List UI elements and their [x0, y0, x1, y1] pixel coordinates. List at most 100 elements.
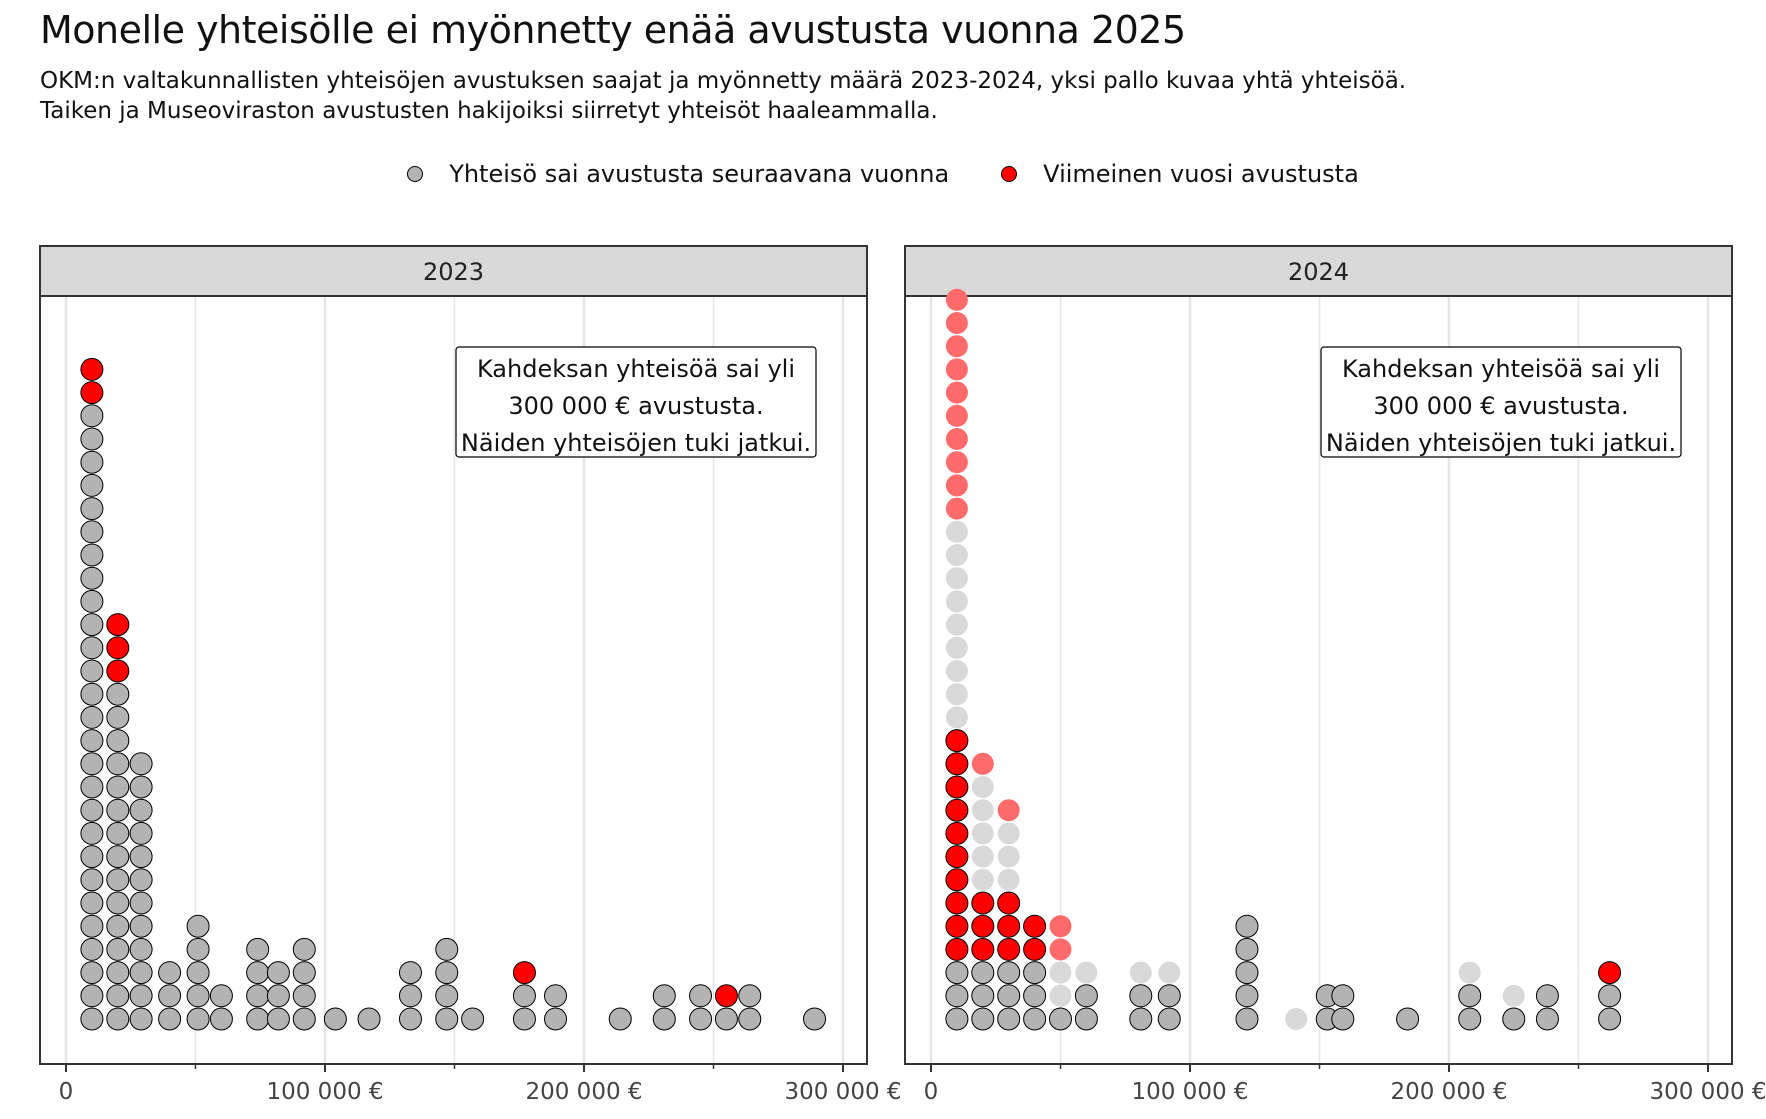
dot: [80, 705, 104, 729]
dot: [1502, 984, 1525, 1007]
annotation-text: Näiden yhteisöjen tuki jatkui.: [1326, 429, 1676, 457]
dot: [246, 1007, 270, 1031]
dot: [945, 590, 968, 613]
annotation-box: [1320, 346, 1682, 458]
dot: [997, 937, 1021, 961]
dot: [80, 473, 104, 497]
subtitle-line-2: Taiken ja Museoviraston avustusten hakij…: [40, 98, 938, 124]
dot: [1023, 984, 1047, 1008]
dot: [608, 1007, 632, 1031]
dot: [689, 1007, 713, 1031]
dot: [106, 682, 130, 706]
dot: [1502, 1007, 1526, 1031]
x-tick-label: 0: [924, 1079, 939, 1105]
dot: [246, 937, 270, 961]
dot: [945, 775, 969, 799]
dot: [1535, 984, 1559, 1008]
dot: [292, 1007, 316, 1031]
dot: [129, 914, 153, 938]
dot: [158, 1007, 182, 1031]
dot: [945, 914, 969, 938]
dot: [158, 984, 182, 1008]
dot: [80, 752, 104, 776]
dot: [971, 776, 994, 798]
dot: [1049, 915, 1072, 938]
dot: [1157, 984, 1181, 1008]
dot: [1331, 984, 1355, 1008]
dot: [80, 589, 104, 613]
dot: [80, 659, 104, 683]
dot: [945, 335, 968, 358]
facet-label: 2023: [423, 258, 484, 286]
dot: [945, 497, 968, 520]
dot: [106, 937, 130, 961]
dot: [1458, 984, 1482, 1008]
dot: [106, 705, 130, 729]
dot: [945, 683, 968, 706]
dot: [1598, 961, 1622, 985]
dot: [1331, 1007, 1355, 1031]
dot: [945, 312, 968, 334]
dot: [714, 984, 738, 1008]
dot: [945, 798, 969, 822]
dot: [1458, 1007, 1482, 1031]
dot: [945, 381, 968, 404]
dot: [292, 961, 316, 985]
x-tick-label: 200 000 €: [525, 1079, 642, 1105]
dot: [971, 868, 994, 891]
dot: [186, 961, 210, 985]
dot: [129, 984, 153, 1008]
dot: [266, 984, 290, 1008]
dot: [106, 984, 130, 1008]
dot: [398, 1007, 422, 1031]
legend-item-last: Viimeinen vuosi avustusta: [1001, 160, 1359, 188]
dot: [1458, 961, 1481, 984]
dot: [80, 636, 104, 660]
dot: [1396, 1007, 1420, 1031]
dot: [971, 752, 994, 775]
dot: [1285, 1008, 1308, 1030]
dot: [1023, 937, 1047, 961]
dot: [398, 961, 422, 985]
dot: [186, 984, 210, 1008]
dot: [544, 984, 568, 1008]
dot: [209, 1007, 233, 1031]
dot: [435, 937, 459, 961]
dot: [971, 799, 994, 822]
legend: Yhteisö sai avustusta seuraavana vuonna …: [0, 160, 1766, 188]
dot: [945, 451, 968, 474]
facet-strip: [39, 245, 868, 297]
legend-label-last: Viimeinen vuosi avustusta: [1043, 160, 1359, 188]
dot: [714, 1007, 738, 1031]
dot: [129, 798, 153, 822]
dot: [945, 821, 969, 845]
dot: [945, 288, 968, 311]
dot: [1535, 1007, 1559, 1031]
annotation-text: 300 000 € avustusta.: [508, 392, 763, 420]
dot: [80, 543, 104, 567]
dot: [106, 868, 130, 892]
dot: [80, 775, 104, 799]
dot: [186, 937, 210, 961]
dot: [106, 821, 130, 845]
x-tick-label: 0: [59, 1079, 74, 1105]
dot: [80, 357, 104, 381]
dot: [461, 1007, 485, 1031]
dot: [106, 775, 130, 799]
x-tick-label: 200 000 €: [1390, 1079, 1507, 1105]
annotation-text: Kahdeksan yhteisöä sai yli: [1342, 355, 1660, 383]
annotation-text: Kahdeksan yhteisöä sai yli: [477, 355, 795, 383]
annotation-box: [455, 346, 817, 458]
dot: [186, 1007, 210, 1031]
panel-border: [904, 295, 1733, 1065]
dot: [945, 636, 968, 659]
dot: [129, 775, 153, 799]
dot: [80, 914, 104, 938]
dot: [945, 891, 969, 915]
dot: [1235, 984, 1259, 1008]
dot: [1074, 1007, 1098, 1031]
dot: [945, 660, 968, 682]
dot: [1074, 984, 1098, 1008]
dot: [1235, 1007, 1259, 1031]
